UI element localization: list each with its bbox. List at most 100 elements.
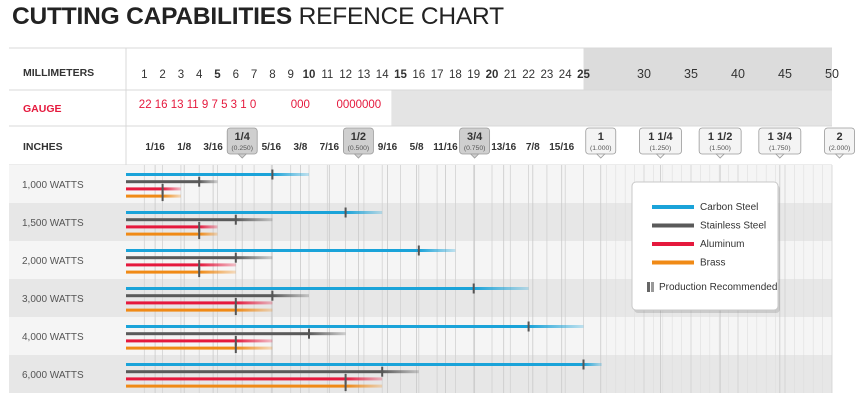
production-recommended-marker [472, 283, 475, 294]
production-recommended-marker [198, 221, 201, 232]
bar-max-stainless-steel [235, 218, 273, 222]
gauge-label: 0000000 [336, 99, 381, 111]
mm-tick-label: 12 [339, 69, 352, 81]
production-recommended-marker [198, 176, 201, 187]
bar-max-stainless-steel [309, 332, 346, 336]
mm-tick-label: 20 [486, 69, 499, 81]
mm-tick-label: 24 [559, 69, 572, 81]
watt-label: 3,000 WATTS [22, 294, 84, 305]
bar-max-carbon-steel [528, 325, 584, 328]
inch-tick-sublabel: (1.500) [709, 145, 731, 152]
mm-tick-label: 22 [522, 69, 535, 81]
legend-box [631, 181, 779, 311]
bar-recommended-carbon-steel [126, 363, 584, 366]
bar-max-aluminum [345, 377, 383, 381]
bar-recommended-brass [126, 308, 236, 312]
mm-tick-label: 35 [684, 67, 698, 81]
bar-recommended-brass [126, 384, 346, 388]
gauge-row-shade [391, 90, 832, 126]
bar-max-stainless-steel [199, 180, 218, 184]
mm-tick-label: 3 [178, 69, 184, 81]
inch-callout-pointer [237, 153, 248, 159]
production-recommended-marker [234, 252, 237, 263]
bar-recommended-aluminum [126, 377, 346, 381]
bar-max-brass [235, 308, 273, 312]
legend-swatch-brass [652, 260, 694, 265]
inch-tick-sublabel: (1.250) [650, 145, 672, 152]
bar-max-aluminum [235, 301, 273, 305]
inch-callout-pointer [715, 153, 726, 159]
mm-tick-label: 1 [141, 69, 147, 81]
inch-tick-label: 5/16 [262, 142, 282, 153]
row-label-millimeters: MILLIMETERS [23, 67, 94, 79]
mm-tick-label: 45 [778, 67, 792, 81]
inch-tick-label: 3/16 [203, 142, 223, 153]
inch-callout-pointer [469, 153, 480, 159]
inch-callout-pointer [774, 153, 785, 159]
production-recommended-marker [381, 366, 384, 377]
bar-max-brass [235, 346, 273, 350]
production-recommended-marker [344, 381, 347, 392]
watt-label: 6,000 WATTS [22, 370, 84, 381]
bar-recommended-aluminum [126, 263, 200, 267]
mm-tick-label: 18 [449, 69, 462, 81]
inch-tick-label: 1 1/2 [708, 131, 732, 143]
gauge-label: 000 [291, 99, 310, 111]
production-recommended-marker [271, 169, 274, 180]
inch-tick-label: 3/8 [293, 142, 307, 153]
inch-tick-sublabel: (2.000) [829, 145, 851, 152]
bar-recommended-stainless-steel [126, 294, 273, 298]
bar-recommended-carbon-steel [126, 249, 419, 252]
labels: MILLIMETERS GAUGE INCHES 1,000 WATTS 1,50… [22, 67, 855, 381]
legend-swatch-production-recommended [647, 282, 650, 292]
bar-max-aluminum [162, 187, 181, 191]
mm-tick-label: 23 [541, 69, 554, 81]
bar-max-aluminum [199, 263, 236, 267]
inch-callout-pointer [353, 153, 364, 159]
mm-tick-label: 25 [577, 69, 590, 81]
bar-max-aluminum [235, 339, 273, 343]
legend-label: Aluminum [700, 239, 744, 250]
bar-recommended-carbon-steel [126, 211, 346, 214]
mm-tick-label: 30 [637, 67, 651, 81]
bars [126, 169, 602, 392]
bar-recommended-stainless-steel [126, 256, 236, 260]
bar-recommended-carbon-steel [126, 287, 474, 290]
production-recommended-marker [344, 207, 347, 218]
bar-max-carbon-steel [473, 287, 529, 290]
inch-tick-label: 2 [836, 131, 842, 143]
mm-tick-label: 11 [321, 69, 333, 81]
mm-tick-label: 4 [196, 69, 203, 81]
gridlines [143, 165, 833, 393]
inch-callout-pointer [834, 153, 845, 159]
bar-max-stainless-steel [382, 370, 419, 374]
inch-callout-pointer [655, 153, 666, 159]
bar-max-brass [162, 194, 181, 198]
bar-max-carbon-steel [272, 173, 309, 176]
bar-recommended-stainless-steel [126, 218, 236, 222]
mm-tick-label: 50 [825, 67, 839, 81]
watt-label: 4,000 WATTS [22, 332, 84, 343]
legend-label: Production Recommended [659, 282, 777, 293]
inch-tick-label: 11/16 [433, 142, 458, 153]
bar-max-brass [199, 270, 236, 274]
inch-tick-label: 1/4 [235, 131, 251, 143]
inch-tick-label: 1/2 [351, 131, 366, 143]
chart-title: CUTTING CAPABILITIES REFENCE CHART [12, 3, 504, 31]
production-recommended-marker [234, 214, 237, 225]
inch-tick-sublabel: (1.750) [769, 145, 791, 152]
inch-tick-label: 13/16 [491, 142, 516, 153]
production-recommended-marker [582, 359, 585, 370]
inch-tick-sublabel: (0.750) [464, 145, 486, 152]
production-recommended-marker [527, 321, 530, 332]
inch-tick-label: 7/16 [320, 142, 340, 153]
chart-title-bold: CUTTING CAPABILITIES [12, 3, 293, 30]
mm-tick-label: 5 [214, 69, 221, 81]
production-recommended-marker [234, 305, 237, 316]
bar-recommended-stainless-steel [126, 332, 309, 336]
bar-recommended-carbon-steel [126, 325, 529, 328]
mm-tick-label: 7 [251, 69, 257, 81]
bar-max-aluminum [199, 225, 218, 229]
inch-tick-label: 1 [598, 131, 604, 143]
